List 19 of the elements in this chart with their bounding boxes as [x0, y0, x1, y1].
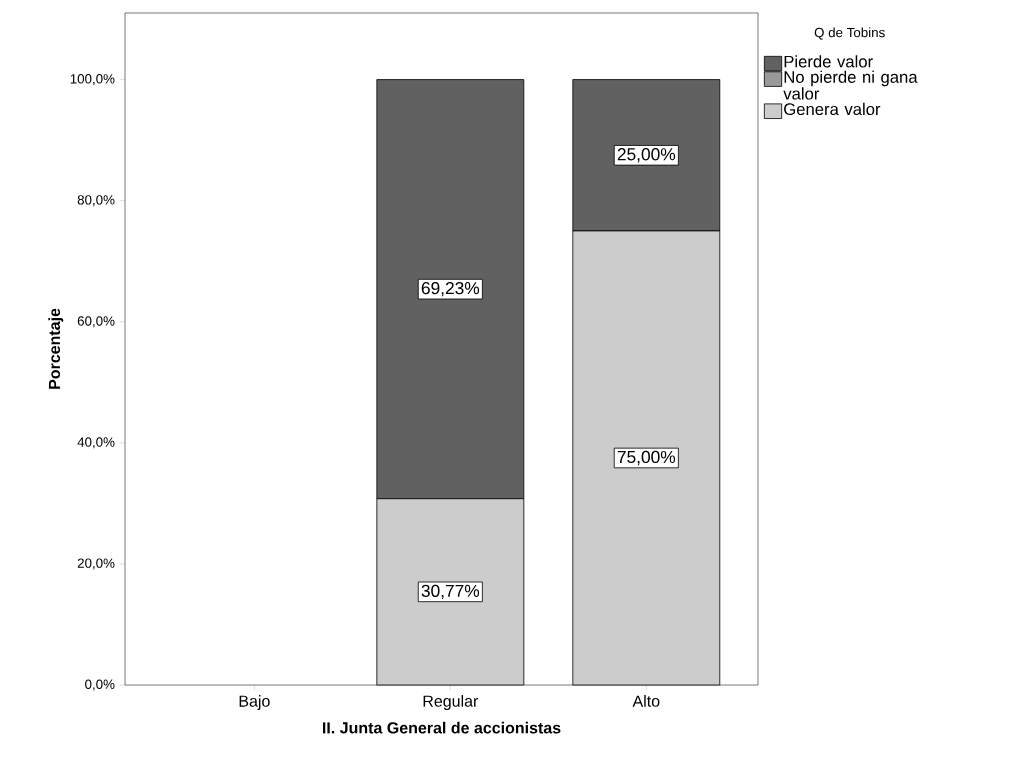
y-tick-label: 80,0% — [77, 195, 115, 207]
data-label: 69,23% — [421, 281, 480, 297]
data-label: 30,77% — [421, 584, 480, 600]
y-tick-label: 60,0% — [77, 316, 115, 328]
y-tick-label: 20,0% — [77, 558, 115, 570]
y-tick-label: 40,0% — [77, 437, 115, 449]
legend-label: No pierde ni gana valor — [783, 70, 918, 100]
y-axis-title: Porcentaje — [48, 308, 64, 389]
x-tick-label: Alto — [632, 695, 660, 707]
y-tick-label: 0,0% — [85, 679, 115, 691]
y-tick-label: 100,0% — [70, 74, 115, 86]
legend-label: Genera valor — [784, 102, 881, 116]
legend-title: Q de Tobins — [814, 27, 885, 40]
x-tick-label: Regular — [423, 695, 479, 710]
x-tick-label: Bajo — [239, 695, 270, 710]
data-label: 75,00% — [617, 450, 676, 466]
x-axis-title: II. Junta General de accionistas — [322, 721, 561, 734]
data-label: 25,00% — [617, 148, 676, 163]
legend-label: Pierde valor — [784, 55, 873, 68]
